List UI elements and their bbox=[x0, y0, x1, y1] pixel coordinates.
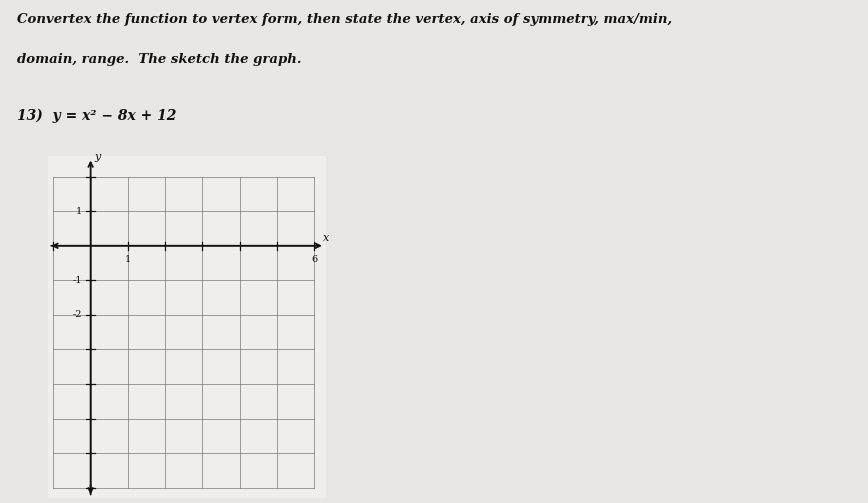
Text: Convertex the function to vertex form, then state the vertex, axis of symmetry, : Convertex the function to vertex form, t… bbox=[17, 13, 673, 26]
Text: 13)  y = x² − 8x + 12: 13) y = x² − 8x + 12 bbox=[17, 108, 177, 123]
Text: x: x bbox=[323, 233, 329, 243]
Text: 6: 6 bbox=[312, 256, 318, 265]
Text: -1: -1 bbox=[73, 276, 82, 285]
Text: 1: 1 bbox=[125, 256, 131, 265]
Text: -2: -2 bbox=[73, 310, 82, 319]
Text: y: y bbox=[95, 152, 101, 162]
Text: domain, range.  The sketch the graph.: domain, range. The sketch the graph. bbox=[17, 53, 302, 66]
Text: 1: 1 bbox=[76, 207, 82, 216]
